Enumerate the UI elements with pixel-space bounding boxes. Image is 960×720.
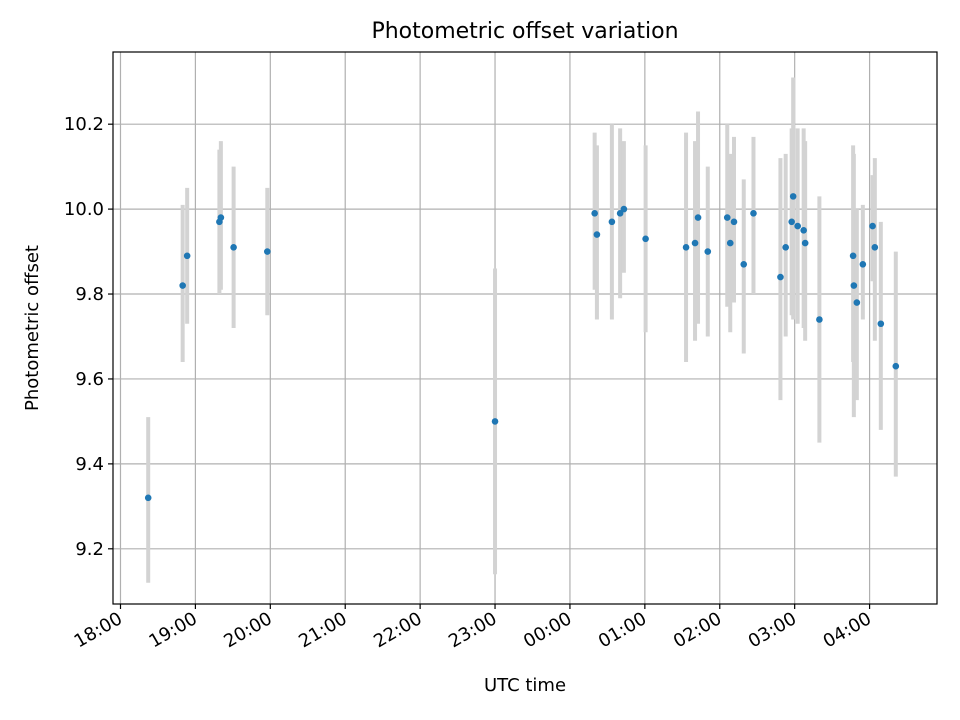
x-tick-label: 23:00 [445, 608, 500, 652]
data-point [264, 248, 271, 255]
data-point [782, 244, 789, 251]
x-tick-label: 01:00 [595, 608, 650, 652]
data-point [853, 299, 861, 306]
x-tick-label: 02:00 [670, 608, 725, 652]
data-point [859, 261, 867, 268]
data-point [794, 222, 801, 230]
y-tick-label: 10.0 [64, 199, 104, 220]
y-tick-label: 10.2 [64, 114, 104, 135]
y-tick-label: 9.4 [75, 454, 104, 475]
y-tick-label: 9.6 [75, 369, 104, 390]
data-point [593, 231, 601, 238]
data-point [179, 282, 186, 289]
chart-title: Photometric offset variation [371, 19, 678, 44]
data-point [750, 210, 757, 217]
x-tick-label: 21:00 [295, 608, 350, 652]
data-point [591, 210, 598, 217]
error-bars [146, 77, 898, 583]
data-point [869, 222, 876, 230]
plot-area-frame [112, 51, 938, 605]
x-tick-label: 04:00 [820, 608, 875, 652]
data-point [816, 316, 823, 323]
data-point [800, 227, 807, 234]
data-point [892, 362, 900, 370]
x-tick-label: 00:00 [520, 608, 575, 652]
data-point [871, 244, 879, 251]
y-tick-label: 9.2 [75, 539, 104, 560]
grid [113, 52, 937, 604]
x-tick-label: 18:00 [71, 608, 126, 652]
data-point [682, 244, 690, 251]
data-point [877, 320, 885, 328]
x-axis-ticks: 18:00 19:00 20:00 21:00 22:00 23:00 00:00 01:00… [71, 604, 875, 652]
data-point [217, 214, 225, 221]
data-point [730, 218, 738, 226]
data-point [608, 218, 616, 226]
data-point [777, 273, 784, 281]
data-point [694, 214, 702, 221]
data-point [704, 248, 712, 255]
data-point [616, 210, 624, 217]
y-tick-label: 9.8 [75, 284, 104, 305]
data-point [723, 214, 731, 221]
x-tick-label: 03:00 [745, 608, 800, 652]
data-point [491, 418, 499, 425]
data-point [230, 244, 237, 251]
x-axis-label: UTC time [484, 675, 566, 696]
data-point [849, 252, 857, 260]
data-point [850, 282, 858, 289]
data-point [726, 239, 734, 247]
y-axis-label: Photometric offset [22, 245, 43, 411]
x-tick-label: 19:00 [145, 608, 200, 652]
data-point [144, 494, 152, 502]
data-point [801, 239, 809, 247]
data-point [788, 218, 795, 226]
x-tick-label: 20:00 [220, 608, 275, 652]
y-axis-ticks: 9.2 9.4 9.6 9.8 10.0 10.2 [64, 114, 113, 560]
data-point [183, 252, 191, 260]
data-point [789, 193, 797, 200]
x-tick-label: 22:00 [370, 608, 425, 652]
data-points [144, 193, 900, 502]
data-point [642, 235, 649, 243]
data-point [740, 261, 748, 268]
data-point [691, 239, 699, 247]
data-point [620, 205, 628, 213]
